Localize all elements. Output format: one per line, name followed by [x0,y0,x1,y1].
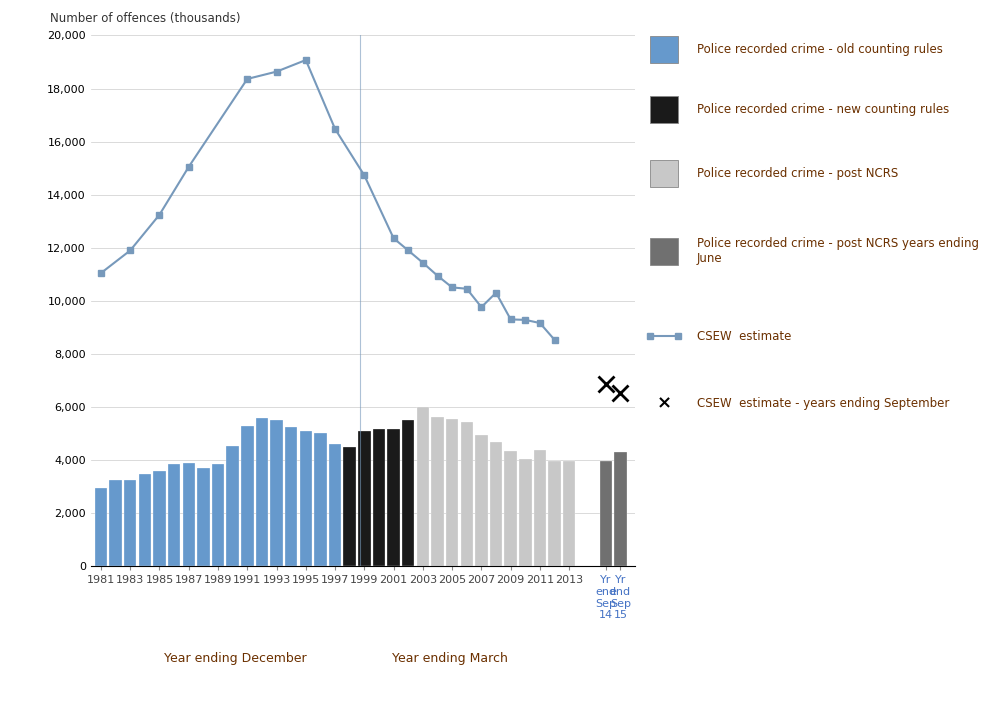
Bar [490,442,502,566]
Bar [241,426,253,566]
Text: Police recorded crime - post NCRS years ending
June: Police recorded crime - post NCRS years … [697,237,979,266]
Bar [329,445,342,566]
Bar [285,427,297,566]
Bar [299,431,312,566]
Bar [475,435,488,566]
Bar [461,422,473,566]
Bar [563,460,576,566]
Bar [600,460,612,566]
Bar [416,407,429,566]
Bar [402,420,414,566]
Bar [358,430,371,566]
Bar [227,446,239,566]
Text: Year ending December: Year ending December [163,652,306,665]
Bar [110,480,122,566]
Bar [212,464,224,566]
Text: ×: × [656,394,672,413]
Bar [314,433,327,566]
Bar [139,474,151,566]
Bar [431,417,444,566]
Bar [504,451,517,566]
Bar [533,450,546,566]
Bar [95,488,107,566]
Bar [387,429,400,566]
Bar [446,419,459,566]
Text: Police recorded crime - old counting rules: Police recorded crime - old counting rul… [697,43,942,56]
Bar [256,418,268,566]
Bar [270,420,283,566]
Bar [198,468,210,566]
Bar [344,447,356,566]
Bar [402,420,414,566]
Bar [614,452,627,566]
Text: Police recorded crime - new counting rules: Police recorded crime - new counting rul… [697,103,949,116]
Bar [153,471,165,566]
Bar [373,429,385,566]
Bar [168,464,180,566]
Bar [124,480,136,566]
Bar [519,459,531,566]
Text: Police recorded crime - post NCRS: Police recorded crime - post NCRS [697,167,898,180]
Bar [548,460,560,566]
Text: Year ending March: Year ending March [392,652,508,665]
Text: Number of offences (thousands): Number of offences (thousands) [50,12,240,25]
Text: CSEW  estimate - years ending September: CSEW estimate - years ending September [697,397,949,410]
Bar [182,463,195,566]
Bar [344,447,356,566]
Text: CSEW  estimate: CSEW estimate [697,330,791,343]
